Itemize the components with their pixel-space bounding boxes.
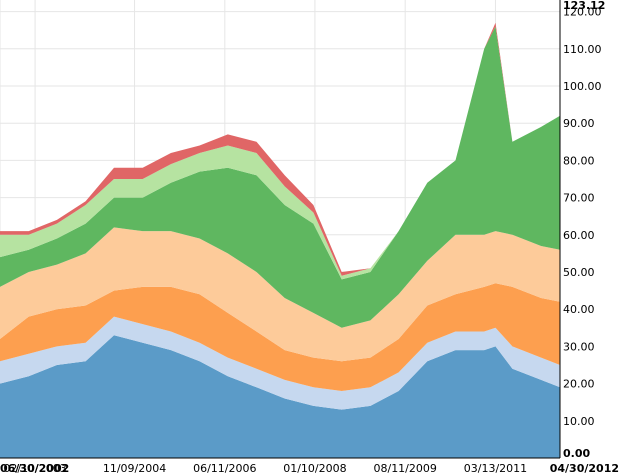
x-tick-label: 03/13/2011 xyxy=(464,462,527,475)
y-tick-label: 110.00 xyxy=(563,43,602,56)
y-tick-label: 10.00 xyxy=(563,415,595,428)
series-area-4 xyxy=(0,227,560,362)
y-tick-label: 50.00 xyxy=(563,266,595,279)
x-tick-label: 04/30/2012 xyxy=(550,462,619,475)
y-tick-label: 60.00 xyxy=(563,229,595,242)
series-area-5 xyxy=(0,26,560,328)
y-tick-label: 100.00 xyxy=(563,80,602,93)
series-area-2 xyxy=(0,316,560,410)
series-area-1 xyxy=(0,335,560,458)
x-tick-label: 02/10/2003 xyxy=(3,462,66,475)
x-tick-label: 01/10/2008 xyxy=(283,462,346,475)
x-tick-label: 08/11/2009 xyxy=(373,462,436,475)
x-tick-label: 06/30/2002 xyxy=(0,462,69,475)
series-area-3 xyxy=(0,283,560,391)
y-tick-label: 90.00 xyxy=(563,117,595,130)
y-tick-label: 120.00 xyxy=(563,6,602,19)
x-tick-label: 06/11/2006 xyxy=(193,462,256,475)
y-tick-label: 0.00 xyxy=(563,447,590,460)
y-max-label: 123.12 xyxy=(563,0,605,12)
x-tick-label: 11/09/2004 xyxy=(103,462,166,475)
y-tick-label: 80.00 xyxy=(563,154,595,167)
y-tick-labels: 0.00 10.00 20.00 30.00 40.00 50.00 60.00 70.00 8… xyxy=(563,6,602,460)
y-tick-label: 30.00 xyxy=(563,340,595,353)
series-areas xyxy=(0,22,560,458)
y-tick-label: 20.00 xyxy=(563,378,595,391)
y-tick-label: 40.00 xyxy=(563,303,595,316)
y-tick-label: 70.00 xyxy=(563,192,595,205)
